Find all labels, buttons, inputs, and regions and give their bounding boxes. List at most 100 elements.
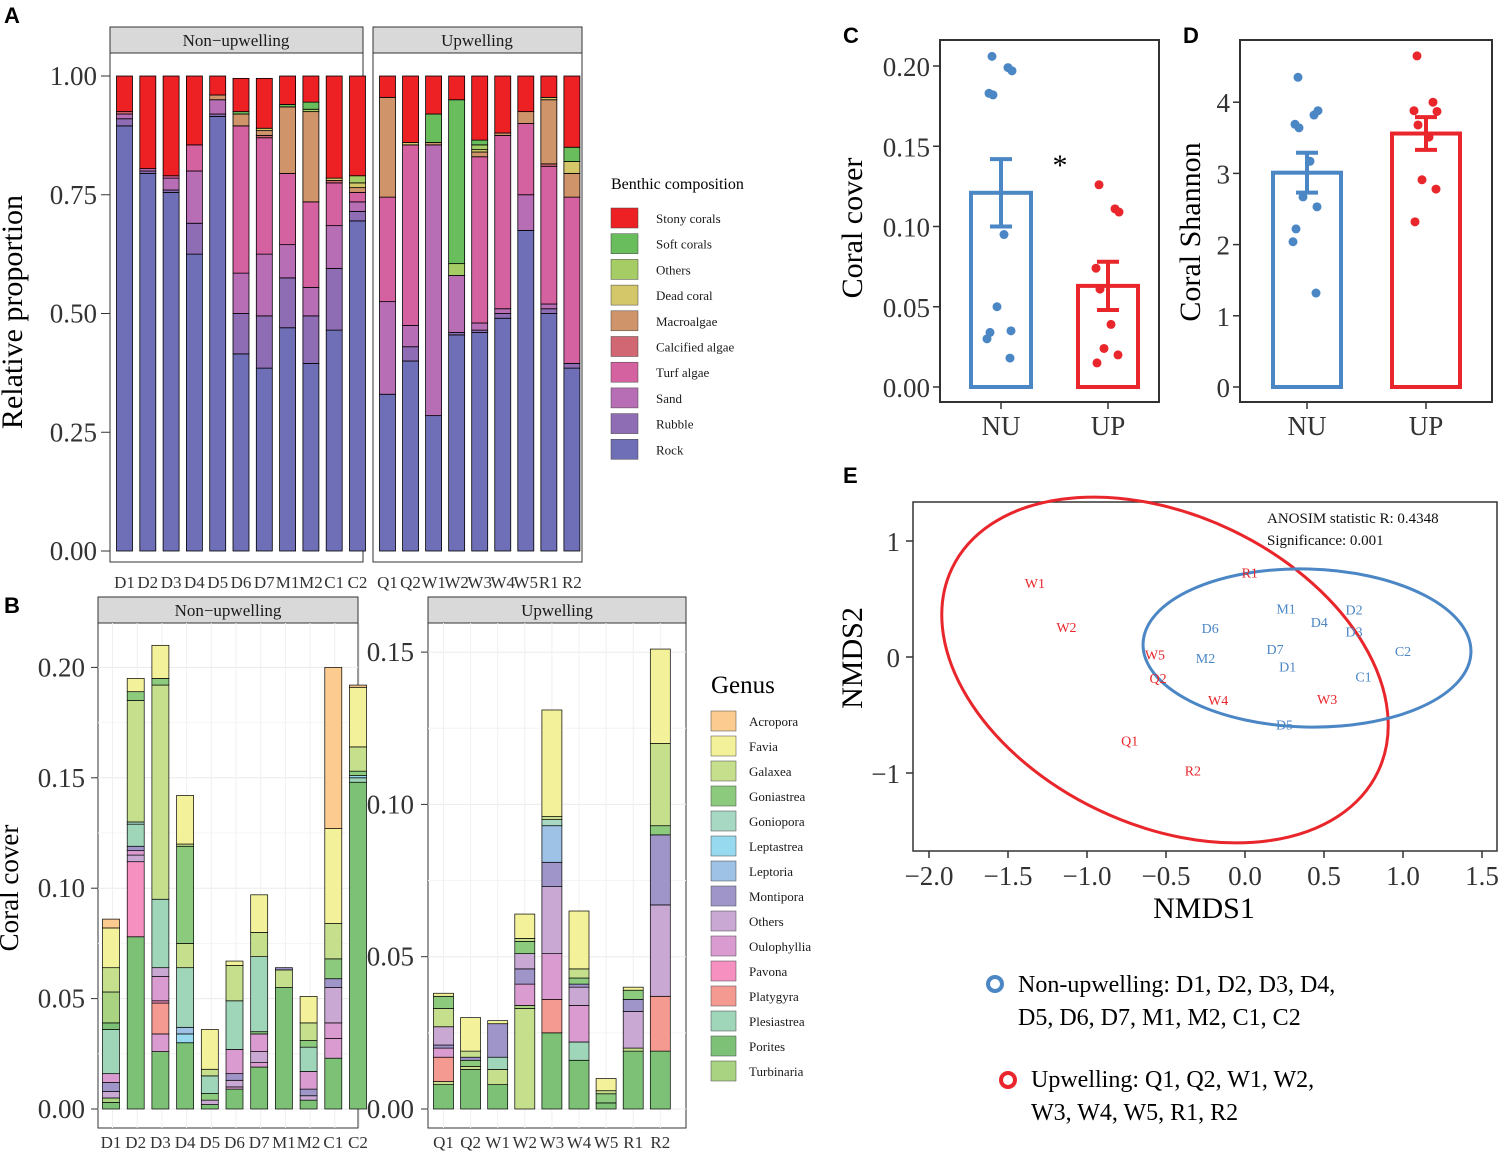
bar-D1-montipora [102, 1082, 120, 1092]
panel-c-point-nu [999, 230, 1009, 240]
panel-b-ylabel: Coral cover [0, 825, 24, 952]
panel-a-xtick-C1: C1 [324, 573, 344, 592]
panel-a-ytick-0.25: 0.25 [50, 417, 97, 447]
panel-b-xtick-Q1: Q1 [433, 1133, 454, 1152]
bar-D2-galaxea [126, 700, 145, 823]
panel-c-point-up [1106, 319, 1116, 329]
panel-b-xtick-D3: D3 [150, 1133, 171, 1152]
bar-W5-goniastrea [595, 1093, 617, 1104]
bar-W3-macroalgae [471, 151, 489, 158]
bar-Q2-porites [460, 1069, 481, 1110]
bar-W2-soft-corals [448, 99, 466, 265]
nmds-point-r2: R2 [1185, 765, 1201, 780]
bar-W3-oulophyllia [541, 953, 563, 1000]
bar-W3-platygyra [541, 998, 563, 1034]
panel-a-ytick-0.50: 0.50 [50, 299, 97, 329]
panel-e-plot [912, 501, 1498, 852]
bar-W3-goniopora [541, 819, 563, 827]
bar-W4-others [568, 986, 590, 1006]
bar-D4-rock [185, 253, 203, 552]
panel-a-xtick-D6: D6 [231, 573, 252, 592]
bar-M2-macroalgae [302, 111, 320, 203]
panel-e-xlabel: NMDS1 [1153, 892, 1255, 925]
panel-c-point-nu [1005, 353, 1015, 363]
bar-M2-soft-corals [302, 101, 320, 110]
bar-C2-others [349, 175, 366, 184]
bar-W1-stony-corals [425, 75, 443, 115]
nmds-point-w5: W5 [1145, 649, 1165, 664]
bar-W4-montipora [568, 983, 590, 988]
panel-c-point-nu [988, 90, 998, 100]
bar-R1-rubble [540, 308, 558, 314]
bar-R1-porites [622, 1050, 644, 1110]
panel-b-xtick-D1: D1 [101, 1133, 122, 1152]
panel-a-xtick-Q2: Q2 [400, 573, 421, 592]
bar-C2-porites [349, 781, 367, 1110]
panel-b-legend-title: Genus [711, 672, 775, 699]
nmds-point-q2: Q2 [1150, 672, 1167, 687]
bar-W5-porites [595, 1102, 617, 1110]
panel-a-xtick-W1: W1 [421, 573, 446, 592]
bar-M2-montipora [299, 1088, 318, 1097]
nmds-point-m2: M2 [1196, 652, 1215, 667]
bar-W2-favia [514, 913, 536, 939]
bar-C2-sand [349, 201, 366, 212]
bar-D3-platygyra [151, 1002, 170, 1035]
bar-D6-others [225, 1079, 244, 1088]
up-legend-marker [999, 1071, 1017, 1089]
bar-D3-rock [162, 191, 180, 552]
bar-D5-sand [209, 99, 227, 115]
bar-D4-leptoria [176, 1026, 194, 1035]
legend-swatch-stony-corals [610, 207, 639, 229]
panel-b-ytick-0.00: 0.00 [38, 1094, 85, 1124]
bar-W1-galaxea [487, 1069, 509, 1085]
bar-D3-favia [151, 644, 170, 679]
bar-Q2-sand [402, 324, 419, 348]
panel-d-point-nu [1293, 72, 1303, 82]
panel-b-xtick-D7: D7 [249, 1133, 270, 1152]
bar-D7-plesiastrea [250, 956, 269, 1033]
genus-label-pavona: Pavona [749, 964, 788, 979]
bar-C2-rock [349, 220, 366, 552]
bar-D2-goniastrea [126, 691, 145, 701]
genus-swatch-plesiastrea [710, 1010, 737, 1032]
bar-W2-turbinaria [514, 1005, 536, 1009]
up-legend-line1: Upwelling: Q1, Q2, W1, W2, [1031, 1067, 1314, 1093]
genus-swatch-acropora [710, 710, 737, 732]
bar-D6-montipora [225, 1073, 244, 1081]
bar-W3-galaxea [541, 816, 563, 820]
bar-C2-plesiastrea [349, 777, 367, 783]
legend-swatch-turf-algae [610, 361, 639, 383]
genus-swatch-porites [710, 1035, 737, 1057]
legend-label-rock: Rock [656, 442, 684, 457]
bar-R1-macroalgae [540, 99, 558, 165]
panel-c-point-nu [982, 334, 992, 344]
nu-legend-line2: D5, D6, D7, M1, M2, C1, C2 [1018, 1005, 1301, 1031]
bar-Q2-galaxea [460, 1066, 481, 1070]
legend-label-sand: Sand [656, 391, 683, 406]
panel-a-bars [116, 75, 581, 552]
genus-label-montipora: Montipora [749, 889, 804, 904]
bar-M2-porites [299, 1099, 318, 1110]
bar-D1-stony-corals [116, 75, 133, 113]
bar-W2-others [448, 263, 466, 276]
bar-C1-acropora [324, 667, 343, 829]
panel-a-xtick-D5: D5 [207, 573, 228, 592]
bar-Q1-galaxea [433, 1081, 454, 1085]
panel-e-ylabel: NMDS2 [836, 607, 869, 709]
genus-swatch-pavona [710, 960, 737, 982]
bar-C1-oulophyllia [324, 1037, 343, 1059]
bar-D3-goniastrea [151, 678, 170, 686]
nmds-point-w4: W4 [1208, 694, 1228, 709]
bar-W3-porites [541, 1032, 563, 1110]
bar-M2-turf-algae [302, 201, 320, 288]
nmds-point-d2: D2 [1345, 603, 1362, 618]
panel-c-xtick-nu: NU [982, 411, 1021, 441]
bar-M1-rock [279, 327, 297, 552]
bar-Q2-turf-algae [402, 144, 419, 326]
panel-d-point-up [1413, 120, 1423, 130]
genus-label-porites: Porites [749, 1039, 785, 1054]
genus-swatch-goniastrea [710, 785, 737, 807]
panel-c: C Coral cover 0.00 0.05 0.10 0.15 0.20 NU UP * [836, 23, 1160, 441]
nmds-point-c1: C1 [1355, 671, 1371, 686]
